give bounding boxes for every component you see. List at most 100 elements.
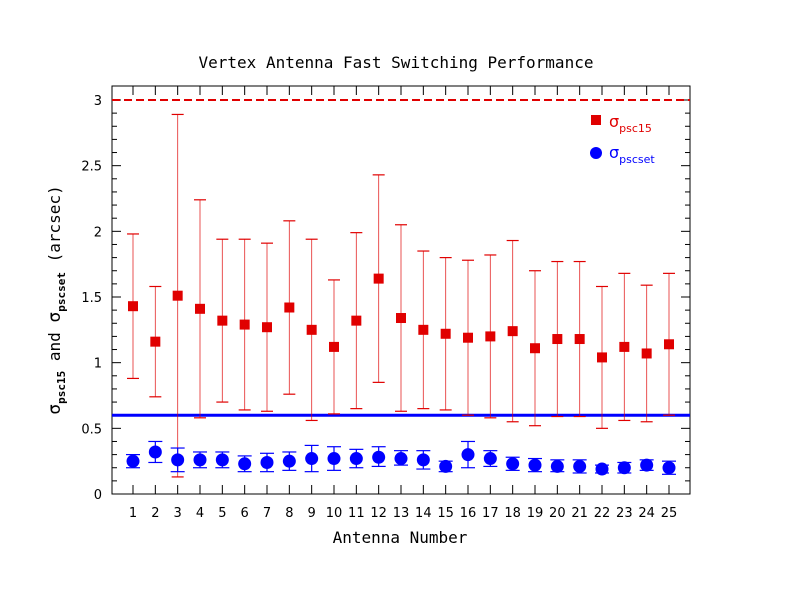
x-tick-label: 13 (393, 506, 410, 521)
data-point-psc15 (574, 334, 585, 345)
x-tick-label: 5 (218, 506, 226, 521)
data-point-pscset (215, 453, 229, 467)
y-axis-label: σpsc15 and σpscset (arcsec) (44, 185, 68, 414)
y-label-sub1: psc15 (55, 371, 68, 404)
data-point-pscset (461, 448, 475, 462)
data-point-pscset (372, 450, 386, 464)
data-point-pscset (260, 455, 274, 469)
y-label-and: and (45, 323, 64, 371)
x-tick-label: 24 (638, 506, 655, 521)
data-point-psc15 (552, 334, 563, 345)
data-point-psc15 (530, 343, 540, 354)
data-point-psc15 (351, 315, 362, 326)
y-tick-label: 0.5 (81, 422, 102, 437)
y-label-sigma1: σ (44, 404, 65, 415)
data-point-psc15 (440, 328, 451, 339)
x-tick-label: 14 (415, 506, 432, 521)
data-point-psc15 (507, 326, 518, 337)
x-tick-label: 3 (174, 506, 182, 521)
x-tick-label: 18 (504, 506, 521, 521)
data-point-psc15 (239, 319, 250, 330)
data-point-psc15 (597, 352, 607, 363)
data-point-psc15 (172, 290, 183, 301)
legend-marker-pscset (590, 147, 602, 159)
data-point-psc15 (641, 348, 652, 359)
data-point-psc15 (306, 324, 317, 335)
data-point-psc15 (485, 331, 496, 342)
data-point-pscset (394, 452, 408, 466)
data-point-psc15 (150, 336, 161, 347)
data-point-pscset (282, 454, 296, 468)
data-point-pscset (349, 452, 363, 466)
data-point-pscset (595, 462, 609, 476)
data-point-psc15 (217, 315, 228, 326)
x-tick-label: 23 (616, 506, 633, 521)
legend: σpsc15 σpscset (590, 112, 655, 166)
data-point-pscset (126, 454, 140, 468)
data-point-pscset (416, 453, 430, 467)
data-point-pscset (171, 453, 185, 467)
data-point-psc15 (619, 341, 630, 352)
chart-title: Vertex Antenna Fast Switching Performanc… (199, 53, 594, 72)
data-point-pscset (528, 458, 542, 472)
x-tick-label: 15 (437, 506, 454, 521)
svg-text:σpsc15: σpsc15 (609, 112, 652, 135)
y-tick-label: 1.5 (81, 291, 102, 306)
data-point-pscset (327, 452, 341, 466)
x-tick-label: 22 (594, 506, 611, 521)
x-tick-label: 6 (241, 506, 249, 521)
data-point-pscset (439, 459, 453, 473)
data-point-psc15 (396, 313, 406, 324)
legend-marker-psc15 (591, 115, 601, 125)
legend-label-psc15-sym: σ (609, 112, 619, 131)
legend-label-psc15-sub: psc15 (619, 122, 652, 135)
x-tick-label: 21 (571, 506, 588, 521)
x-tick-label: 10 (326, 506, 343, 521)
y-tick-label: 3 (94, 94, 102, 109)
x-tick-label: 19 (527, 506, 544, 521)
data-point-psc15 (463, 332, 473, 343)
x-axis-label: Antenna Number (333, 528, 468, 547)
data-point-pscset (662, 461, 676, 475)
x-tick-label: 20 (549, 506, 566, 521)
legend-label-pscset-sym: σ (609, 143, 619, 162)
data-point-pscset (238, 457, 252, 471)
data-point-psc15 (262, 322, 272, 333)
data-point-psc15 (373, 273, 384, 284)
data-point-psc15 (284, 302, 295, 313)
y-tick-label: 2.5 (81, 160, 102, 175)
data-point-pscset (506, 457, 520, 471)
x-tick-label: 11 (348, 506, 365, 521)
x-tick-label: 7 (263, 506, 271, 521)
x-tick-label: 1 (129, 506, 137, 521)
data-point-pscset (193, 453, 207, 467)
data-point-psc15 (128, 301, 138, 312)
y-label-unit: (arcsec) (45, 185, 64, 272)
data-point-psc15 (329, 341, 339, 352)
y-tick-label: 2 (94, 225, 102, 240)
data-point-pscset (483, 452, 497, 466)
data-point-pscset (305, 452, 319, 466)
x-tick-label: 12 (370, 506, 387, 521)
svg-text:σpsc15 and σpscset (arcsec): σpsc15 and σpscset (arcsec) (44, 185, 68, 414)
data-point-pscset (550, 459, 564, 473)
data-point-pscset (617, 461, 631, 475)
x-tick-label: 9 (308, 506, 316, 521)
x-tick-label: 16 (460, 506, 477, 521)
data-point-psc15 (418, 324, 429, 335)
x-tick-label: 8 (285, 506, 293, 521)
x-tick-label: 17 (482, 506, 499, 521)
data-point-psc15 (664, 339, 674, 350)
x-tick-label: 4 (196, 506, 204, 521)
svg-text:σpscset: σpscset (609, 143, 655, 166)
legend-label-pscset-sub: pscset (619, 153, 655, 166)
y-tick-label: 1 (94, 357, 102, 372)
data-point-pscset (640, 458, 654, 472)
data-point-pscset (573, 459, 587, 473)
data-point-pscset (148, 445, 162, 459)
data-point-psc15 (195, 303, 205, 314)
y-label-sub2: pscset (55, 272, 68, 312)
x-tick-label: 25 (661, 506, 678, 521)
x-tick-label: 2 (151, 506, 159, 521)
